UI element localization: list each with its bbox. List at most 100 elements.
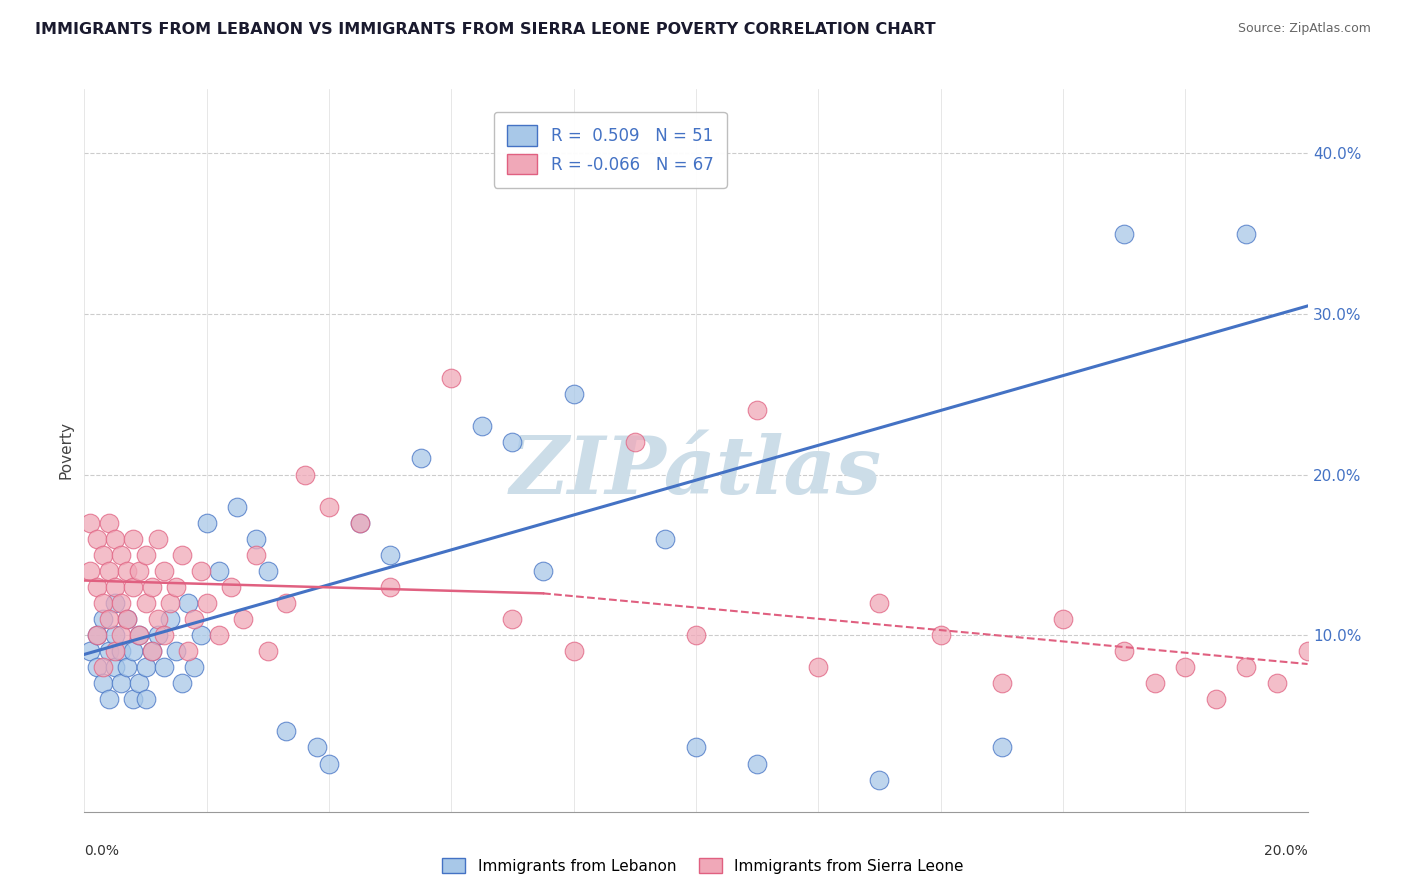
Point (257, 644, 280, 658)
Point (128, 564, 150, 578)
Point (104, 644, 127, 658)
Point (110, 548, 132, 562)
Point (1236, 227, 1258, 241)
Point (807, 660, 830, 674)
Point (624, 435, 647, 450)
Point (104, 660, 127, 674)
Point (349, 516, 371, 530)
Point (747, 403, 769, 417)
Point (929, 628, 952, 642)
Point (1052, 612, 1074, 626)
Point (91, 548, 114, 562)
Point (226, 500, 249, 514)
Point (502, 435, 524, 450)
Point (97, 692, 120, 706)
Point (122, 644, 145, 658)
Point (318, 500, 340, 514)
Point (91, 596, 114, 610)
Point (86, 580, 108, 594)
Point (91, 612, 114, 626)
Point (153, 660, 176, 674)
Point (115, 612, 138, 626)
Point (1114, 227, 1136, 241)
Point (562, 387, 585, 401)
Point (219, 580, 242, 594)
Point (97, 612, 120, 626)
Point (115, 612, 138, 626)
Point (122, 692, 145, 706)
Text: 0.0%: 0.0% (84, 844, 120, 858)
Point (1236, 660, 1258, 674)
Point (305, 740, 328, 755)
Point (177, 644, 200, 658)
Point (380, 548, 402, 562)
Point (276, 724, 298, 739)
Point (245, 548, 267, 562)
Point (146, 628, 169, 642)
Point (183, 660, 205, 674)
Point (104, 532, 127, 546)
Point (1358, 676, 1381, 690)
Point (1143, 676, 1166, 690)
Point (471, 419, 494, 434)
Point (165, 580, 187, 594)
Point (128, 676, 150, 690)
Point (165, 644, 187, 658)
Point (110, 644, 132, 658)
Point (991, 676, 1014, 690)
Point (86, 532, 108, 546)
Text: Source: ZipAtlas.com: Source: ZipAtlas.com (1237, 22, 1371, 36)
Point (135, 596, 157, 610)
Point (685, 628, 707, 642)
Point (531, 564, 554, 578)
Point (1265, 676, 1288, 690)
Text: IMMIGRANTS FROM LEBANON VS IMMIGRANTS FROM SIERRA LEONE POVERTY CORRELATION CHAR: IMMIGRANTS FROM LEBANON VS IMMIGRANTS FR… (35, 22, 936, 37)
Point (208, 628, 231, 642)
Point (141, 644, 163, 658)
Point (104, 596, 127, 610)
Point (110, 676, 132, 690)
Point (97, 564, 120, 578)
Point (122, 532, 145, 546)
Point (294, 467, 316, 482)
Point (135, 692, 157, 706)
Point (654, 532, 676, 546)
Point (869, 772, 891, 787)
Point (190, 628, 212, 642)
Point (440, 371, 463, 385)
Point (245, 532, 267, 546)
Point (562, 644, 585, 658)
Point (110, 628, 132, 642)
Point (159, 596, 181, 610)
Point (115, 660, 138, 674)
Point (153, 564, 176, 578)
Point (86, 660, 108, 674)
Point (159, 612, 181, 626)
Point (318, 756, 340, 771)
Point (128, 628, 150, 642)
Point (79, 644, 101, 658)
Point (276, 596, 298, 610)
Point (380, 580, 402, 594)
Point (128, 628, 150, 642)
Point (195, 516, 218, 530)
Point (104, 580, 127, 594)
Point (97, 644, 120, 658)
Point (869, 596, 891, 610)
Point (502, 612, 524, 626)
Point (79, 516, 101, 530)
Legend: R =  0.509   N = 51, R = -0.066   N = 67: R = 0.509 N = 51, R = -0.066 N = 67 (494, 112, 727, 187)
Point (190, 564, 212, 578)
Point (208, 564, 231, 578)
Point (122, 580, 145, 594)
Point (91, 660, 114, 674)
Point (257, 564, 280, 578)
Point (79, 564, 101, 578)
Point (195, 596, 218, 610)
Point (86, 628, 108, 642)
Point (135, 548, 157, 562)
Point (685, 740, 707, 755)
Point (146, 532, 169, 546)
Legend: Immigrants from Lebanon, Immigrants from Sierra Leone: Immigrants from Lebanon, Immigrants from… (436, 852, 970, 880)
Point (153, 628, 176, 642)
